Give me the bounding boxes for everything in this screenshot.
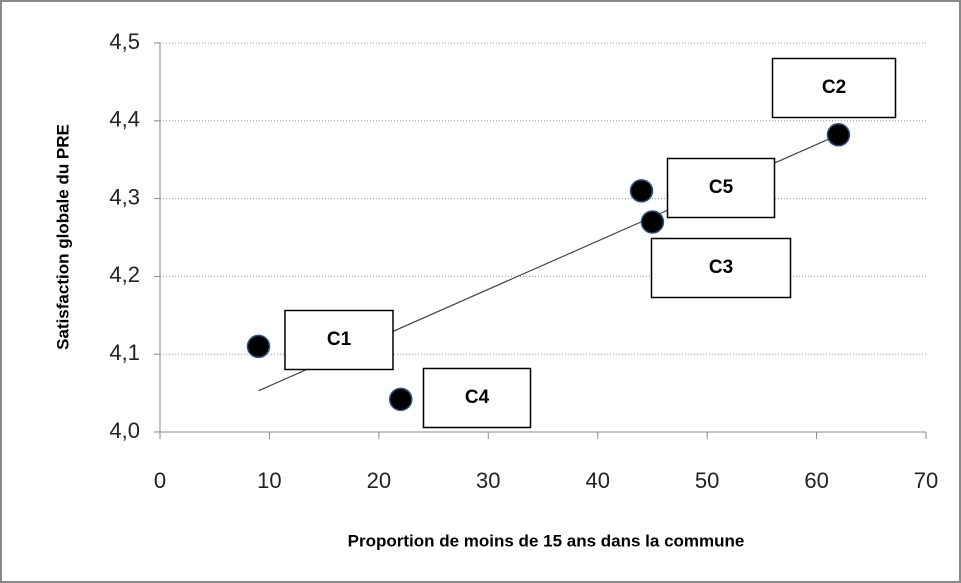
y-tick-label: 4,0 [109,418,140,443]
x-tick-label: 60 [804,468,828,493]
point-label-box [650,237,792,299]
x-axis-title: Proportion de moins de 15 ans dans la co… [348,531,745,550]
point-label: C1 [327,329,352,350]
point-label-box [422,367,532,429]
point-label: C2 [822,77,846,98]
x-tick-label: 30 [476,468,500,493]
x-tick-label: 0 [154,468,166,493]
point [246,334,271,359]
y-tick-label: 4,4 [109,107,140,132]
point-label: C4 [465,387,490,408]
point [629,179,654,203]
point-label-box [771,57,897,119]
y-tick-label: 4,2 [109,262,140,287]
x-tick-label: 40 [585,468,609,493]
point [826,123,851,147]
point-label-box [284,309,394,371]
y-tick-label: 4,5 [109,29,140,54]
x-tick-label: 70 [914,468,938,493]
point-label: C5 [709,177,734,198]
x-tick-label: 20 [367,468,391,493]
y-tick-label: 4,1 [109,340,140,365]
x-tick-label: 50 [695,468,719,493]
point [640,210,665,234]
point-label-box [666,157,776,219]
y-axis-title: Satisfaction globale du PRE [53,124,72,350]
x-tick-label: 10 [257,468,281,493]
point-label: C3 [709,257,733,278]
point [388,387,413,412]
y-tick-label: 4,3 [109,184,140,209]
